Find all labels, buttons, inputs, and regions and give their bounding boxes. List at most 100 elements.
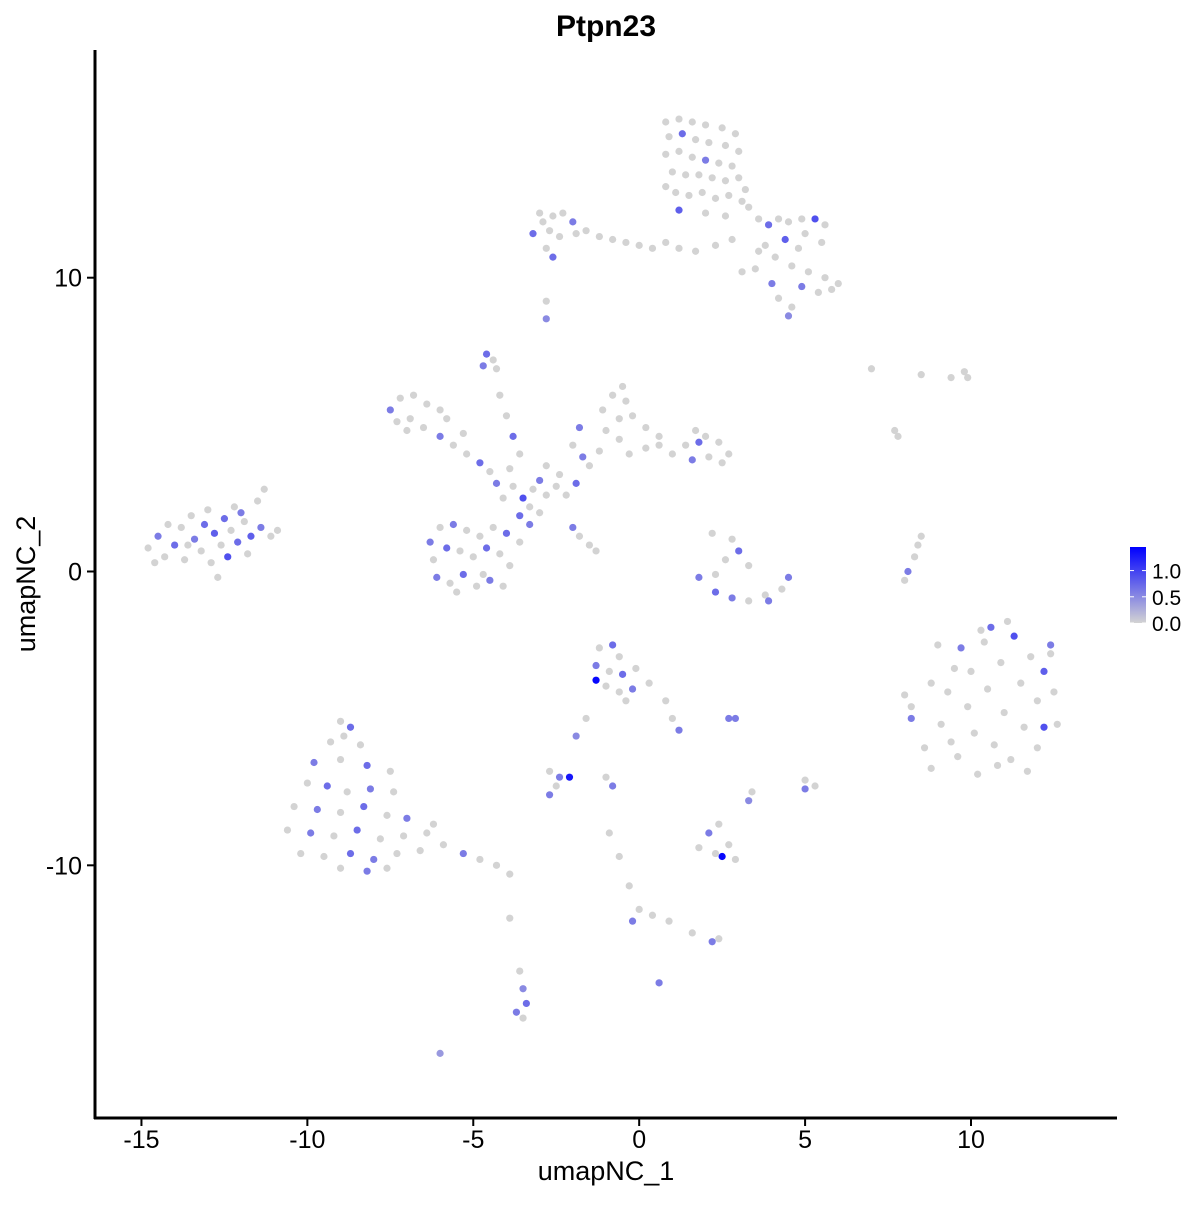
cell-point [426, 538, 434, 546]
cell-point [536, 509, 544, 517]
cell-point [403, 814, 411, 822]
cell-point [363, 867, 371, 875]
cell-point [197, 547, 205, 555]
cell-point [526, 503, 534, 511]
cell-point [628, 685, 637, 693]
cell-point [970, 729, 978, 737]
cell-point [545, 791, 554, 799]
cell-point [516, 450, 524, 458]
cell-point [459, 849, 467, 858]
cell-point [443, 544, 451, 552]
cell-point [725, 450, 733, 458]
cell-point [545, 767, 554, 775]
cell-point [409, 391, 418, 399]
cell-point [516, 538, 524, 546]
cell-point [144, 544, 152, 552]
cell-point [516, 512, 524, 520]
cell-point [363, 761, 371, 770]
cell-point [725, 714, 733, 723]
cell-point [436, 406, 444, 414]
cell-point [1047, 650, 1055, 658]
cell-point [821, 274, 829, 282]
cell-point [1017, 679, 1025, 687]
cell-point [695, 438, 703, 446]
cell-point [599, 406, 607, 414]
cell-point [210, 529, 219, 537]
cell-point [529, 485, 537, 493]
cell-point [622, 697, 630, 705]
cell-point [615, 852, 623, 861]
cell-point [967, 667, 975, 676]
cell-point [964, 373, 972, 382]
cell-point [161, 553, 169, 561]
cell-point [715, 159, 723, 167]
cell-point [1027, 653, 1035, 661]
cell-point [718, 852, 726, 861]
cell-point [522, 999, 530, 1008]
cell-point [499, 494, 507, 502]
cell-point [353, 826, 361, 834]
cell-point [360, 802, 368, 811]
cell-point [615, 653, 623, 661]
cell-point [154, 532, 162, 540]
cell-point [217, 541, 225, 549]
cell-point [761, 591, 769, 599]
cell-point [615, 435, 623, 443]
cell-point [728, 235, 736, 244]
cell-point [247, 532, 255, 540]
cell-point [731, 130, 740, 138]
cell-point [512, 1008, 521, 1016]
cell-point [715, 820, 723, 828]
cell-point [990, 741, 998, 749]
cell-point [811, 782, 819, 790]
cell-point [446, 579, 454, 587]
cell-point [230, 503, 238, 511]
x-tick-label: 0 [632, 1126, 646, 1154]
cell-point [715, 438, 723, 446]
cell-point [711, 241, 720, 249]
cell-point [635, 241, 643, 249]
cell-point [648, 911, 657, 919]
cell-point [592, 661, 600, 670]
cell-point [682, 441, 690, 449]
cell-point [257, 523, 265, 532]
cell-point [983, 685, 992, 693]
cell-point [738, 268, 746, 276]
cell-point [492, 365, 501, 373]
cell-point [406, 415, 414, 423]
cell-point [957, 644, 965, 652]
cell-point [748, 788, 756, 796]
cell-point [506, 465, 514, 473]
cell-point [323, 782, 331, 790]
cell-point [755, 247, 763, 255]
x-tick-label: -15 [123, 1126, 159, 1154]
cell-point [383, 864, 391, 872]
cell-point [569, 441, 577, 449]
cell-point [944, 688, 952, 696]
cell-point [788, 262, 796, 270]
cell-point [234, 538, 242, 546]
points-layer [144, 115, 1061, 1057]
cell-point [605, 667, 613, 676]
cell-point [224, 553, 232, 561]
cell-point [741, 185, 749, 194]
cell-point [662, 150, 670, 158]
cell-point [575, 423, 584, 432]
cell-point [582, 714, 590, 723]
cell-point [459, 429, 467, 438]
cell-point [774, 215, 783, 223]
cell-point [469, 553, 477, 561]
cell-point [386, 767, 394, 775]
cell-point [695, 171, 703, 179]
cell-point [665, 917, 673, 925]
cell-point [1007, 755, 1015, 764]
cell-point [675, 147, 683, 155]
cell-point [615, 688, 623, 696]
cell-point [539, 218, 547, 226]
cell-point [804, 268, 813, 276]
cell-point [356, 741, 365, 749]
cell-point [927, 764, 935, 772]
y-axis-ticks: -10 0 10 [46, 265, 94, 880]
cell-point [486, 576, 494, 584]
cell-point [668, 714, 676, 723]
